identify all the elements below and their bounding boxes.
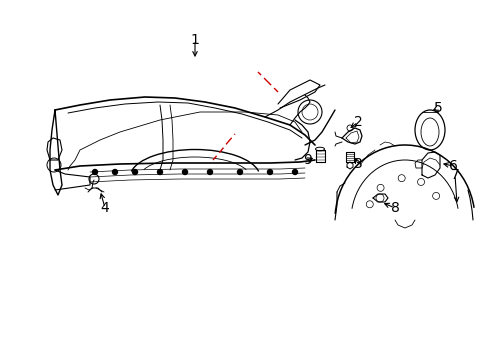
Circle shape — [207, 170, 212, 175]
Text: 7: 7 — [450, 168, 458, 182]
Text: 1: 1 — [190, 33, 199, 47]
Text: 9: 9 — [303, 153, 312, 167]
Circle shape — [132, 170, 137, 175]
Circle shape — [292, 170, 297, 175]
Circle shape — [182, 170, 187, 175]
Text: 2: 2 — [353, 115, 362, 129]
Text: 3: 3 — [353, 157, 362, 171]
Text: 4: 4 — [101, 201, 109, 215]
Text: 6: 6 — [447, 159, 456, 173]
Circle shape — [112, 170, 117, 175]
Circle shape — [237, 170, 242, 175]
Text: 5: 5 — [433, 101, 442, 115]
Text: 8: 8 — [390, 201, 399, 215]
Circle shape — [92, 170, 97, 175]
Circle shape — [267, 170, 272, 175]
Circle shape — [157, 170, 162, 175]
